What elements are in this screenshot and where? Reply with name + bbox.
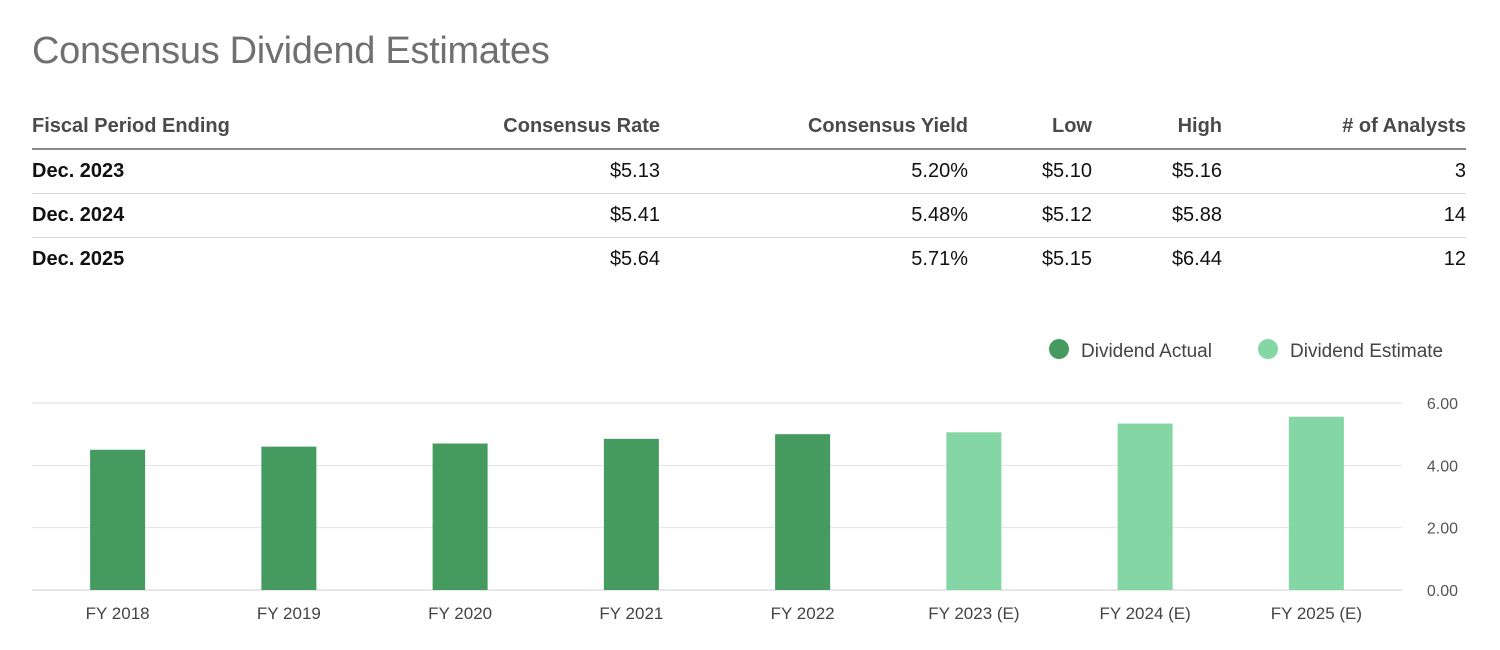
header-high: High <box>1092 104 1222 150</box>
table-header-row: Fiscal Period Ending Consensus Rate Cons… <box>32 104 1466 150</box>
cell-analysts: 3 <box>1222 149 1466 194</box>
page-title: Consensus Dividend Estimates <box>32 30 550 72</box>
x-tick-label: FY 2022 <box>771 604 835 623</box>
bar-actual-0 <box>90 449 146 590</box>
cell-low: $5.10 <box>968 149 1092 194</box>
bar-estimate-7 <box>1288 416 1344 590</box>
table-row: Dec. 2025 $5.64 5.71% $5.15 $6.44 12 <box>32 238 1466 282</box>
x-tick-label: FY 2025 (E) <box>1271 604 1362 623</box>
cell-low: $5.15 <box>1041 248 1092 270</box>
dividend-bar-chart: 0.00 2.00 4.00 6.00 FY 2018 FY 2019 FY 2020 FY … <box>32 339 1458 623</box>
bar-estimate-5 <box>946 432 1002 590</box>
cell-period: Dec. 2023 <box>32 149 392 194</box>
legend-swatch-estimate <box>1258 339 1278 359</box>
x-tick-label: FY 2020 <box>428 604 492 623</box>
bar-estimate-6 <box>1117 423 1173 590</box>
x-tick-label: FY 2019 <box>257 604 321 623</box>
header-consensus-rate: Consensus Rate <box>392 104 660 150</box>
x-tick-label: FY 2021 <box>599 604 663 623</box>
x-tick-label: FY 2024 (E) <box>1099 604 1190 623</box>
header-low: Low <box>968 104 1092 150</box>
legend-label-estimate[interactable]: Dividend Estimate <box>1290 341 1443 362</box>
cell-high: $5.88 <box>1092 193 1222 238</box>
y-tick-label: 4.00 <box>1427 458 1458 475</box>
cell-low: $5.12 <box>968 193 1092 238</box>
bar-actual-3 <box>603 438 659 590</box>
cell-analysts: 14 <box>1222 193 1466 238</box>
cell-period: Dec. 2024 <box>32 193 392 238</box>
x-tick-label: FY 2018 <box>86 604 150 623</box>
cell-yield: 5.71% <box>911 248 968 270</box>
cell-rate: $5.13 <box>392 149 660 194</box>
y-tick-label: 2.00 <box>1427 521 1458 538</box>
header-fiscal-period: Fiscal Period Ending <box>32 104 392 150</box>
bar-actual-2 <box>432 443 488 590</box>
legend-swatch-actual <box>1049 339 1069 359</box>
y-tick-label: 6.00 <box>1427 396 1458 413</box>
cell-analysts: 12 <box>1443 248 1466 270</box>
cell-rate: $5.41 <box>392 193 660 238</box>
x-tick-label: FY 2023 (E) <box>928 604 1019 623</box>
dividend-estimates-table: Fiscal Period Ending Consensus Rate Cons… <box>32 104 1466 281</box>
cell-period: Dec. 2025 <box>32 248 125 270</box>
y-tick-label: 0.00 <box>1427 583 1458 600</box>
header-consensus-yield: Consensus Yield <box>660 104 968 150</box>
bar-actual-1 <box>261 446 317 590</box>
table-row: Dec. 2024 $5.41 5.48% $5.12 $5.88 14 <box>32 193 1466 238</box>
legend-label-actual[interactable]: Dividend Actual <box>1081 341 1212 362</box>
cell-high: $5.16 <box>1092 149 1222 194</box>
header-analysts: # of Analysts <box>1222 104 1466 150</box>
table-row: Dec. 2023 $5.13 5.20% $5.10 $5.16 3 <box>32 149 1466 194</box>
bar-actual-4 <box>775 434 831 590</box>
cell-high: $6.44 <box>1171 248 1222 270</box>
cell-yield: 5.48% <box>660 193 968 238</box>
cell-rate: $5.64 <box>609 248 660 270</box>
cell-yield: 5.20% <box>660 149 968 194</box>
